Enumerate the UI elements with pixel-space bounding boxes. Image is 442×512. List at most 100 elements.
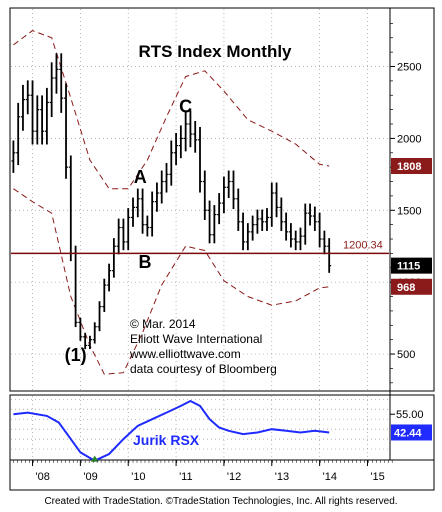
ohlc-bar <box>49 62 54 118</box>
ohlc-bar <box>193 120 198 153</box>
ohlc-bar <box>312 206 317 231</box>
x-tick-label: '08 <box>36 471 50 483</box>
level-line: 1200.34 <box>11 239 389 255</box>
ohlc-bar <box>264 208 269 231</box>
rsx-low-marker <box>90 455 99 462</box>
ohlc-bar <box>92 322 97 344</box>
y-tick-label: 2000 <box>397 133 421 145</box>
ohlc-bar <box>25 80 30 115</box>
chart-title: RTS Index Monthly <box>139 42 293 61</box>
ohlc-bar <box>327 238 332 273</box>
level-line-label: 1200.34 <box>343 239 383 251</box>
svg-text:1808: 1808 <box>397 161 421 173</box>
y-tick-label: 2500 <box>397 62 421 74</box>
ohlc-bar <box>145 215 150 237</box>
value-tag: 968 <box>391 278 432 295</box>
ohlc-bar <box>116 218 121 255</box>
rsx-plot <box>13 399 330 462</box>
ohlc-bar <box>111 238 116 278</box>
ohlc-bar <box>226 170 231 199</box>
ohlc-bar <box>183 110 188 152</box>
ohlc-bar <box>236 188 241 231</box>
annotation-company: Elliott Wave International <box>130 332 262 346</box>
ohlc-bar <box>298 227 303 251</box>
ohlc-bar <box>322 230 327 255</box>
rsx-y-tick-label: 55.00 <box>396 409 424 421</box>
ohlc-bar <box>274 182 279 218</box>
rsx-label: Jurik RSX <box>133 432 200 448</box>
x-tick-label: '14 <box>323 471 337 483</box>
ohlc-bar <box>87 335 92 350</box>
ohlc-bar <box>16 102 21 166</box>
ohlc-bar <box>250 215 255 241</box>
x-tick-label: '10 <box>131 471 145 483</box>
ohlc-bar <box>293 230 298 251</box>
ohlc-bar <box>40 95 45 145</box>
annotation-website: www.elliottwave.com <box>129 347 241 361</box>
ohlc-bar <box>188 110 193 148</box>
ohlc-bar <box>154 182 159 212</box>
ohlc-bar <box>140 188 145 234</box>
ohlc-bar <box>164 163 169 193</box>
ohlc-bar <box>217 193 222 225</box>
lower-band-line <box>13 188 330 375</box>
ohlc-bar <box>221 176 226 214</box>
ohlc-bar <box>174 132 179 166</box>
x-tick-label: '11 <box>179 471 193 483</box>
ohlc-bar <box>212 205 217 244</box>
x-tick-label: '15 <box>370 471 384 483</box>
ohlc-bar <box>35 95 40 145</box>
svg-text:42.44: 42.44 <box>394 427 422 439</box>
upper-band-line <box>13 30 330 190</box>
ohlc-bar <box>97 301 102 332</box>
wave-label: C <box>179 97 192 117</box>
value-tag: 1115 <box>391 257 432 274</box>
source-annotation: © Mar. 2014 Elliott Wave International w… <box>129 317 277 376</box>
ohlc-bar <box>159 170 164 204</box>
ohlc-bar <box>78 317 83 341</box>
ohlc-bar <box>11 140 16 173</box>
ohlc-bar <box>59 53 64 113</box>
svg-text:968: 968 <box>397 282 415 294</box>
x-tick-label: '13 <box>275 471 289 483</box>
ohlc-bar <box>121 218 126 251</box>
ohlc-bar <box>207 200 212 244</box>
envelope-bands <box>13 30 330 375</box>
ohlc-bar <box>126 208 131 251</box>
ohlc-bar <box>241 212 246 251</box>
rsx-line <box>13 399 330 462</box>
value-tag: 1808 <box>391 158 432 175</box>
ohlc-bar <box>198 126 202 193</box>
ohlc-bar <box>178 125 183 159</box>
ohlc-bar <box>202 170 207 220</box>
ohlc-bar <box>30 80 35 145</box>
ohlc-bar <box>279 197 284 231</box>
ohlc-bar <box>284 212 289 241</box>
ohlc-bars <box>11 53 332 350</box>
ohlc-bar <box>169 140 174 186</box>
ohlc-bar <box>64 83 69 179</box>
ohlc-bar <box>54 53 59 94</box>
ohlc-bar <box>288 223 293 248</box>
x-tick-label: '12 <box>227 471 241 483</box>
ohlc-bar <box>231 170 236 210</box>
rsx-value-tag: 42.44 <box>391 424 432 441</box>
ohlc-bar <box>308 203 313 226</box>
ohlc-bar <box>44 87 49 145</box>
grid <box>11 9 389 459</box>
rts-chart-svg: 1200.34 5001000150020002500'08'09'10'11'… <box>9 7 435 491</box>
ohlc-bar <box>135 188 140 218</box>
wave-labels: (1) A B C <box>65 97 193 366</box>
annotation-data-source: data courtesy of Bloomberg <box>130 362 277 376</box>
y-tick-label: 500 <box>397 349 415 361</box>
ohlc-bar <box>150 191 155 237</box>
wave-label: (1) <box>65 345 87 365</box>
ohlc-bar <box>102 278 107 312</box>
ohlc-bar <box>20 84 25 131</box>
y-tick-label: 1500 <box>397 205 421 217</box>
axes: 5001000150020002500'08'09'10'11'12'13'14… <box>13 23 432 483</box>
ohlc-bar <box>107 263 112 292</box>
wave-label: B <box>138 252 151 272</box>
ohlc-bar <box>131 197 136 227</box>
